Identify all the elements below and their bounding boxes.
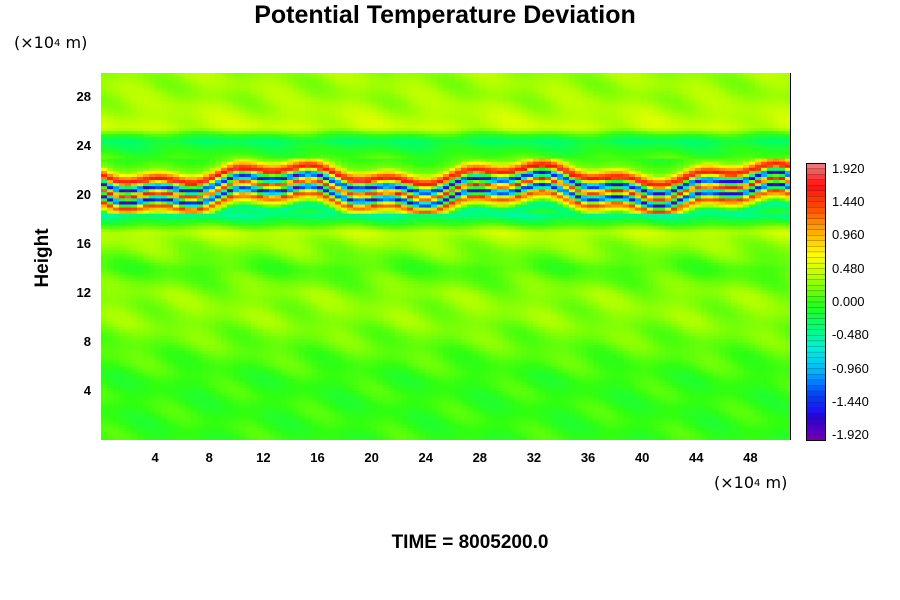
heatmap-svg <box>101 73 791 440</box>
colorbar-tick-label: 1.920 <box>832 160 865 176</box>
colorbar-tick-label: 0.960 <box>832 227 865 243</box>
colorbar-frame <box>806 163 826 441</box>
colorbar-tick-label: 0.480 <box>832 260 865 276</box>
colorbar-tick-label: -0.480 <box>832 327 869 343</box>
y-tick-label: 12 <box>76 285 91 301</box>
x-tick-label: 4 <box>151 450 159 465</box>
colorbar-tick-label: -1.440 <box>832 394 869 410</box>
x-tick-label: 28 <box>472 450 488 465</box>
x-tick-label: 20 <box>364 450 379 465</box>
x-tick-label: 16 <box>310 450 325 465</box>
x-tick-label: 32 <box>526 450 542 465</box>
colorbar-tick-label: 1.440 <box>832 193 865 209</box>
y-tick-label: 4 <box>83 383 91 399</box>
x-tick-label: 36 <box>580 450 596 465</box>
chart-title: Potential Temperature Deviation <box>254 1 636 29</box>
y-tick-label: 28 <box>76 89 91 105</box>
y-tick-label: 20 <box>76 187 91 203</box>
y-axis-label: Height <box>32 228 53 288</box>
x-tick-label: 24 <box>418 450 433 465</box>
colorbar-tick-label: -1.920 <box>832 427 869 443</box>
colorbar-svg <box>806 163 826 441</box>
x-axis-unit: (×104 m) <box>714 473 788 492</box>
colorbar-tick-label: 0.000 <box>832 294 865 309</box>
x-tick-label: 8 <box>205 450 213 465</box>
y-tick-label: 8 <box>83 334 91 350</box>
colorbar <box>806 163 826 441</box>
time-label: TIME = 8005200.0 <box>391 532 549 553</box>
heatmap-cells <box>101 73 791 440</box>
colorbar-tick-label: -0.960 <box>832 360 869 376</box>
x-tick-label: 12 <box>256 450 271 465</box>
heatmap-plot-area <box>101 73 791 440</box>
y-tick-label: 24 <box>76 138 91 154</box>
colorbar-segments <box>806 163 826 441</box>
x-tick-label: 44 <box>689 450 704 465</box>
x-tick-label: 48 <box>743 450 758 465</box>
y-tick-label: 16 <box>76 236 91 252</box>
y-axis-unit: (×104 m) <box>14 33 88 52</box>
x-tick-label: 40 <box>634 450 650 465</box>
